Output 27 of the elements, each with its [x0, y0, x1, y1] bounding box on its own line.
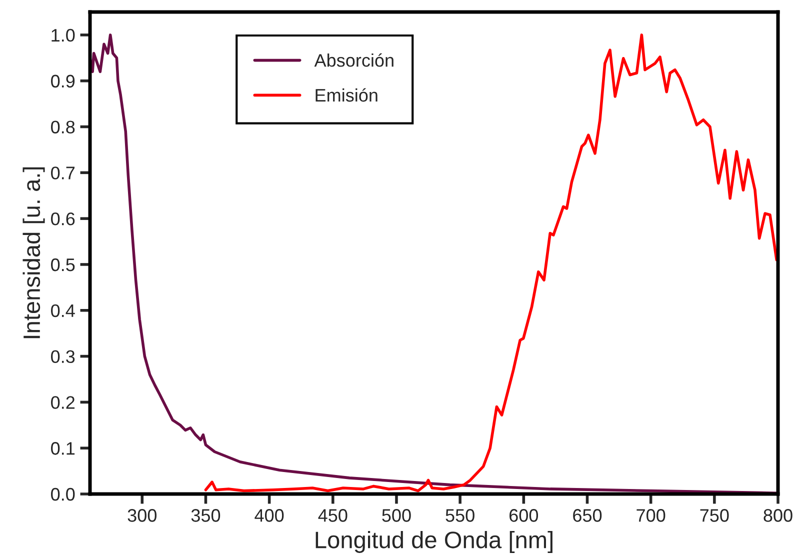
x-tick-label: 700 — [636, 509, 666, 522]
x-tick-label: 550 — [446, 509, 474, 522]
x-tick-label: 350 — [191, 509, 220, 522]
y-tick-label: 0.3 — [51, 350, 75, 364]
x-tick-label: 450 — [318, 509, 348, 522]
x-tick-label: 600 — [510, 509, 538, 522]
x-tick-label: 800 — [764, 509, 792, 522]
y-tick-label: 0.8 — [51, 120, 75, 134]
legend-label: Absorción — [314, 53, 394, 67]
x-tick-label: 300 — [128, 509, 156, 522]
y-axis-title: Intensidad [u. a.] — [22, 167, 45, 338]
line-series — [204, 34, 778, 492]
x-tick-label: 650 — [573, 509, 602, 522]
y-tick-label: 1.0 — [52, 28, 75, 42]
y-tick-label: 0.6 — [51, 212, 75, 226]
y-tick-label: 0.2 — [51, 396, 75, 409]
y-tick-label: 0.9 — [51, 74, 75, 88]
y-tick-label: 0.1 — [51, 442, 75, 455]
y-tick-label: 0.0 — [51, 488, 75, 501]
y-tick-label: 0.5 — [51, 258, 75, 272]
x-axis-title: Longitud de Onda [nm] — [316, 530, 552, 553]
legend-label: Emisión — [316, 88, 378, 102]
x-tick-label: 400 — [254, 509, 284, 522]
x-tick-label: 500 — [382, 509, 411, 522]
x-tick-label: 750 — [700, 509, 729, 522]
y-tick-label: 0.4 — [51, 304, 75, 318]
y-tick-label: 0.7 — [51, 166, 75, 180]
